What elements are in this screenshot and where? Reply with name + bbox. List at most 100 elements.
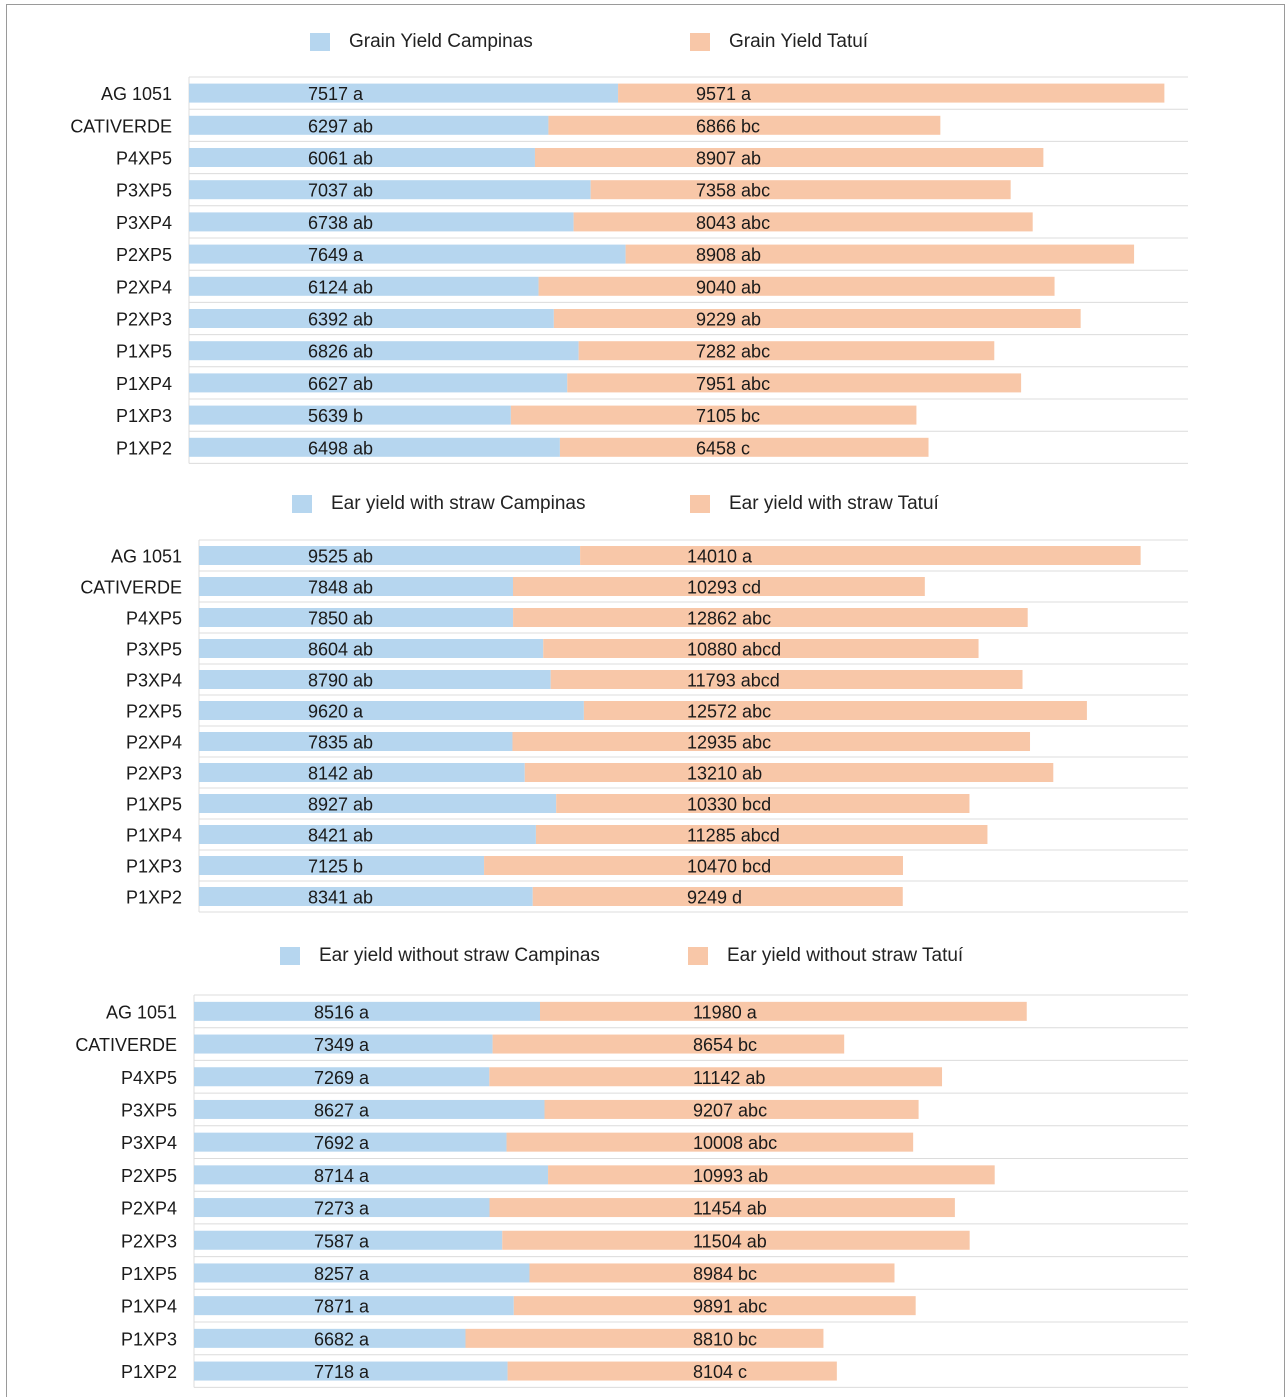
bar-tatui (532, 887, 903, 906)
bar-tatui (567, 373, 1022, 393)
legend-swatch-campinas (310, 33, 330, 51)
data-label-tatui: 8654 bc (693, 1035, 757, 1055)
legend-swatch-tatui (688, 947, 708, 965)
data-label-campinas: 8627 a (314, 1100, 370, 1120)
category-label: P1XP5 (121, 1264, 177, 1284)
category-label: P1XP4 (121, 1297, 177, 1317)
bar-campinas (199, 856, 485, 875)
bar-campinas (189, 309, 554, 328)
data-label-tatui: 7358 abc (696, 181, 770, 201)
data-label-tatui: 12572 abc (687, 702, 771, 722)
data-label-campinas: 8142 ab (308, 764, 373, 784)
bar-campinas (199, 577, 513, 596)
bar-campinas (199, 670, 551, 689)
bar-tatui (512, 732, 1031, 751)
bar-campinas (194, 1067, 490, 1087)
bar-tatui (556, 794, 970, 813)
data-label-campinas: 7848 ab (308, 578, 373, 598)
ear-yield-with-straw-plot: AG 1051 9525 ab 14010 a CATIVERDE 7848 ab 102… (80, 539, 1188, 913)
data-label-tatui: 11980 a (693, 1002, 758, 1022)
data-label-campinas: 6682 a (314, 1329, 370, 1349)
bar-tatui (465, 1328, 824, 1348)
legend-campinas: Grain Yield Campinas (310, 30, 533, 54)
category-label: P1XP4 (116, 374, 172, 394)
category-label: P3XP5 (121, 1100, 177, 1120)
bar-tatui (573, 212, 1033, 232)
data-label-tatui: 11142 ab (693, 1068, 765, 1088)
category-label: P1XP3 (121, 1329, 177, 1349)
data-label-tatui: 7282 abc (696, 342, 770, 362)
grain-yield-plot: AG 1051 7517 a 9571 a CATIVERDE 6297 ab 6866 … (70, 76, 1188, 464)
category-label: P2XP5 (116, 245, 172, 265)
bar-campinas (199, 794, 557, 813)
bar-tatui (578, 341, 995, 361)
category-label: CATIVERDE (70, 116, 172, 136)
bar-campinas (194, 1165, 549, 1185)
data-label-campinas: 7649 a (308, 245, 364, 265)
category-label: P1XP5 (126, 795, 182, 815)
data-label-campinas: 8421 ab (308, 826, 373, 846)
category-label: AG 1051 (111, 547, 182, 567)
data-label-tatui: 8043 abc (696, 213, 770, 233)
data-label-campinas: 6627 ab (308, 374, 373, 394)
data-label-campinas: 7349 a (314, 1035, 370, 1055)
category-label: P3XP5 (116, 181, 172, 201)
data-label-campinas: 5639 b (308, 406, 363, 426)
data-label-campinas: 7850 ab (308, 609, 373, 629)
bar-tatui (513, 608, 1028, 627)
data-label-tatui: 8984 bc (693, 1264, 757, 1284)
category-label: P2XP3 (116, 310, 172, 330)
bar-tatui (590, 180, 1011, 200)
data-label-tatui: 8907 ab (696, 149, 761, 169)
category-label: P1XP3 (116, 406, 172, 426)
bar-campinas (189, 212, 574, 232)
bar-tatui (618, 83, 1165, 103)
bar-campinas (189, 437, 560, 457)
data-label-tatui: 10008 abc (693, 1133, 777, 1153)
ear-yield-with-straw-chart: Ear yield with straw Campinas Ear yield … (0, 470, 1287, 920)
data-label-campinas: 7273 a (314, 1199, 370, 1219)
category-label: P2XP5 (121, 1166, 177, 1186)
data-label-tatui: 12935 abc (687, 733, 771, 753)
bar-campinas (199, 608, 514, 627)
grain-yield-chart: Grain Yield Campinas Grain Yield Tatuí A… (0, 0, 1287, 470)
data-label-campinas: 6738 ab (308, 213, 373, 233)
category-label: P3XP5 (126, 640, 182, 660)
bar-campinas (194, 1328, 466, 1348)
data-label-campinas: 9525 ab (308, 547, 373, 567)
category-label: P2XP4 (121, 1199, 177, 1219)
legend-label-campinas: Ear yield without straw Campinas (319, 945, 600, 966)
category-label: P2XP5 (126, 702, 182, 722)
bar-campinas (189, 341, 579, 361)
data-label-tatui: 10293 cd (687, 578, 761, 598)
legend-tatui: Grain Yield Tatuí (690, 30, 868, 54)
category-label: P1XP5 (116, 342, 172, 362)
figure-frame (6, 4, 1285, 1397)
data-label-tatui: 8104 c (693, 1362, 747, 1382)
data-label-tatui: 8810 bc (693, 1329, 757, 1349)
data-label-campinas: 8714 a (314, 1166, 370, 1186)
bar-campinas (199, 763, 525, 782)
data-label-tatui: 11793 abcd (687, 671, 780, 691)
data-label-tatui: 6458 c (696, 438, 750, 458)
data-label-campinas: 7037 ab (308, 181, 373, 201)
bar-campinas (194, 1001, 541, 1021)
data-label-campinas: 7587 a (314, 1231, 370, 1251)
bar-campinas (189, 180, 591, 200)
bar-tatui (507, 1361, 837, 1381)
bar-campinas (189, 373, 568, 393)
bar-tatui (553, 309, 1081, 328)
bar-tatui (548, 1165, 995, 1185)
category-label: P1XP3 (126, 857, 182, 877)
category-label: CATIVERDE (80, 578, 182, 598)
bar-campinas (194, 1198, 490, 1218)
data-label-tatui: 11285 abcd (687, 826, 780, 846)
legend-swatch-tatui (690, 495, 710, 513)
bar-campinas (189, 276, 539, 296)
data-label-tatui: 9207 abc (693, 1100, 767, 1120)
data-label-tatui: 9229 ab (696, 310, 761, 330)
bar-tatui (583, 701, 1087, 720)
data-label-tatui: 6866 bc (696, 116, 760, 136)
bar-tatui (538, 276, 1055, 296)
category-label: AG 1051 (101, 84, 172, 104)
